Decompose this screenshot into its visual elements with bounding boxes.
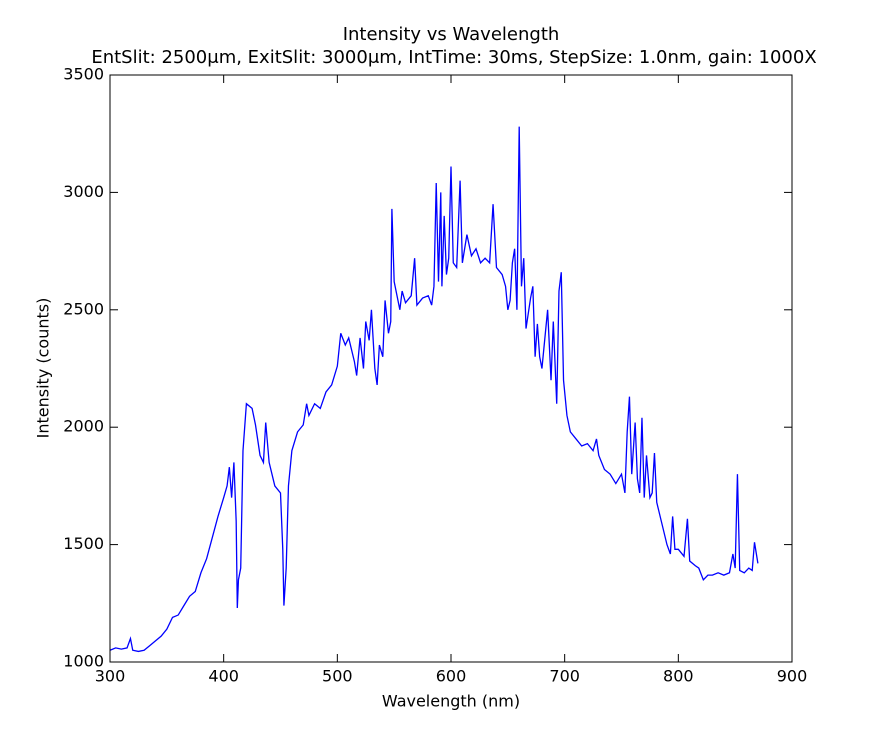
chart-subtitle: EntSlit: 2500μm, ExitSlit: 3000μm, IntTi… — [91, 47, 816, 68]
y-tick-label: 2500 — [63, 299, 104, 318]
y-tick-label: 1000 — [63, 652, 104, 671]
y-tick-label: 3500 — [63, 65, 104, 84]
chart-title: Intensity vs Wavelength — [343, 24, 560, 45]
x-axis-label: Wavelength (nm) — [382, 692, 520, 711]
x-tick-label: 300 — [95, 667, 126, 686]
x-tick-label: 500 — [322, 667, 353, 686]
y-tick-label: 3000 — [63, 182, 104, 201]
x-tick-label: 400 — [208, 667, 239, 686]
y-axis-label: Intensity (counts) — [34, 298, 53, 439]
y-tick-label: 2000 — [63, 417, 104, 436]
plot-frame — [109, 74, 793, 663]
x-tick-label: 600 — [436, 667, 467, 686]
x-tick-label: 700 — [549, 667, 580, 686]
y-tick-label: 1500 — [63, 534, 104, 553]
x-tick-label: 800 — [663, 667, 694, 686]
x-tick-label: 900 — [777, 667, 808, 686]
data-line — [109, 126, 759, 653]
